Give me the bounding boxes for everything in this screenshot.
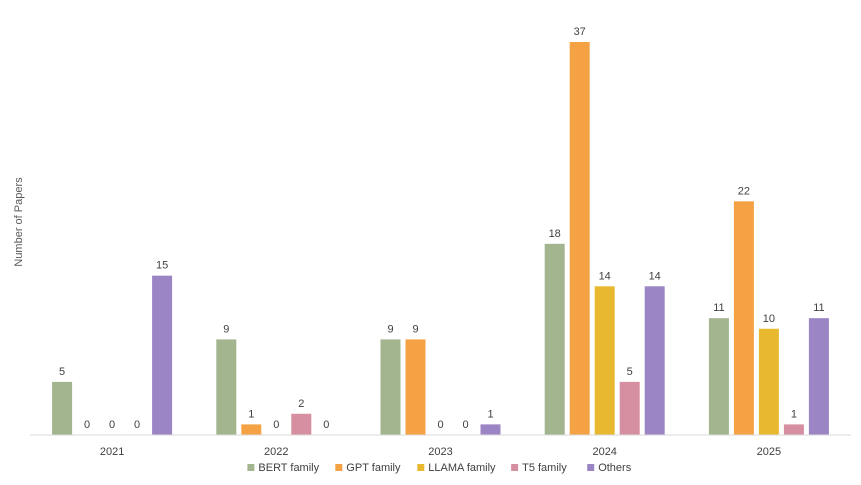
bar: [644, 286, 665, 435]
bar: [808, 318, 829, 435]
bar: [594, 286, 615, 435]
x-tick-label: 2023: [428, 446, 452, 458]
bar: [405, 339, 426, 435]
bar: [291, 413, 312, 435]
data-label: 5: [627, 366, 633, 378]
data-label: 0: [437, 419, 443, 431]
data-label: 37: [574, 26, 586, 38]
bar: [241, 424, 262, 435]
bar: [733, 201, 754, 435]
bar: [619, 381, 640, 435]
data-label: 0: [323, 419, 329, 431]
legend-item: Others: [587, 462, 632, 474]
data-label: 9: [223, 323, 229, 335]
data-label: 9: [387, 323, 393, 335]
bar: [783, 424, 804, 435]
data-label: 18: [549, 228, 561, 240]
data-label: 0: [462, 419, 468, 431]
data-label: 11: [813, 302, 824, 314]
legend-item: T5 family: [511, 462, 567, 474]
legend-item: GPT family: [335, 462, 401, 474]
data-label: 2: [298, 398, 304, 410]
data-label: 0: [109, 419, 115, 431]
bar: [758, 328, 779, 435]
data-label: 11: [713, 302, 724, 314]
x-tick-label: 2025: [757, 446, 781, 458]
data-label: 1: [248, 408, 254, 420]
data-label: 10: [763, 313, 775, 325]
x-tick-label: 2022: [264, 446, 288, 458]
legend-swatch: [511, 464, 519, 471]
bar: [480, 424, 501, 435]
legend-swatch: [587, 464, 595, 471]
data-label: 0: [134, 419, 140, 431]
bar: [569, 42, 590, 435]
legend-item: BERT family: [247, 462, 320, 474]
data-label: 14: [649, 270, 661, 282]
data-label: 1: [791, 408, 797, 420]
x-tick-label: 2024: [592, 446, 616, 458]
bar: [544, 243, 565, 435]
legend-swatch: [335, 464, 343, 471]
x-ticks-group: 2021 2022 2023 2024 2025: [100, 446, 781, 458]
data-label: 15: [156, 260, 168, 272]
bar: [216, 339, 237, 435]
bars-group: [52, 42, 829, 435]
data-label: 9: [412, 323, 418, 335]
data-label: 0: [84, 419, 90, 431]
bar: [380, 339, 401, 435]
bar: [152, 275, 173, 435]
legend-swatch: [247, 464, 255, 471]
legend-label: GPT family: [346, 462, 401, 474]
data-label: 22: [738, 185, 750, 197]
data-label: 5: [59, 366, 65, 378]
legend-label: LLAMA family: [428, 462, 496, 474]
legend: BERT family GPT family LLAMA family T5 fami…: [247, 462, 632, 474]
data-label: 0: [273, 419, 279, 431]
legend-label: BERT family: [258, 462, 319, 474]
y-axis-label: Number of Papers: [13, 177, 25, 267]
legend-label: Others: [598, 462, 632, 474]
data-label: 1: [487, 408, 493, 420]
legend-swatch: [417, 464, 425, 471]
x-tick-label: 2021: [100, 446, 124, 458]
bar: [52, 381, 73, 435]
legend-label: T5 family: [522, 462, 567, 474]
bar: [708, 318, 729, 435]
legend-item: LLAMA family: [417, 462, 496, 474]
data-label: 14: [599, 270, 611, 282]
